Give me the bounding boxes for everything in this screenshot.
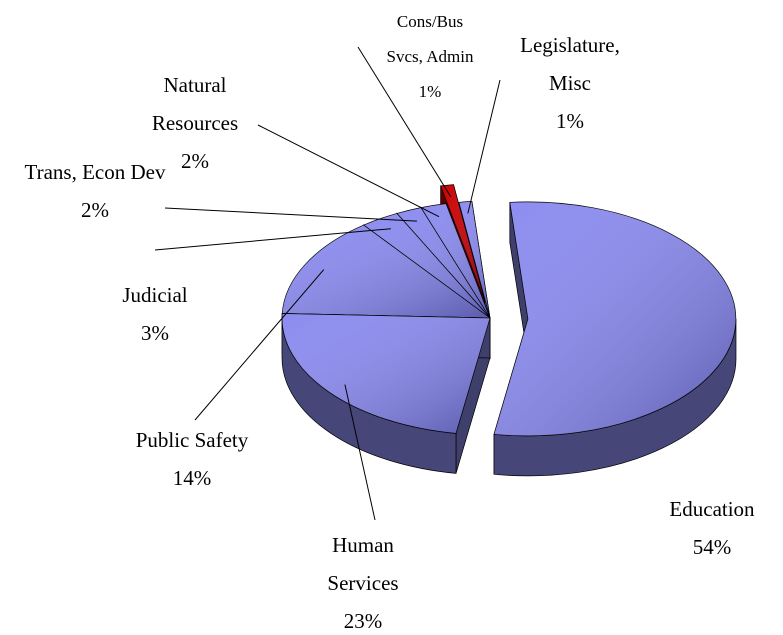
value-label: 1% (556, 109, 584, 133)
category-label: Public Safety (135, 428, 249, 452)
slice-shade (282, 313, 490, 434)
slice-label: Human Services 23% (308, 526, 418, 635)
slice-shade (494, 201, 736, 436)
value-label: 2% (81, 198, 109, 222)
slice-label: Natural Resources 2% (130, 66, 260, 180)
leader-line (467, 79, 501, 214)
value-label: 14% (172, 466, 212, 490)
slice-label: Judicial 3% (95, 276, 215, 352)
slice-shade (282, 225, 490, 318)
leader-line (357, 46, 452, 197)
category-label: Human Services (327, 533, 399, 595)
slice-label: Public Safety 14% (107, 421, 277, 497)
leader-line (154, 228, 391, 251)
slice-shade (440, 184, 485, 301)
slice-label: Education 54% (647, 490, 777, 566)
category-label: Judicial (122, 283, 188, 307)
category-label: Cons/Bus Svcs, Admin (386, 12, 474, 66)
value-label: 3% (141, 321, 169, 345)
slice-shade (458, 201, 490, 318)
slice-label: Trans, Econ Dev 2% (20, 153, 170, 229)
category-label: Legislature, Misc (520, 33, 620, 95)
slice-label: Legislature, Misc 1% (510, 26, 630, 140)
leader-line (194, 269, 325, 421)
leader-line (164, 207, 417, 222)
value-label: 1% (418, 82, 442, 101)
leader-line (257, 124, 440, 218)
slice-label: Cons/Bus Svcs, Admin 1% (383, 4, 478, 109)
category-label: Education (669, 497, 755, 521)
slice-shade (420, 203, 490, 318)
slice-shade (363, 213, 490, 318)
category-label: Trans, Econ Dev (24, 160, 166, 184)
value-label: 2% (181, 149, 209, 173)
slice-shade (396, 207, 490, 318)
category-label: Natural Resources (151, 73, 239, 135)
leader-line (344, 384, 376, 521)
value-label: 54% (692, 535, 732, 559)
value-label: 23% (343, 609, 383, 633)
